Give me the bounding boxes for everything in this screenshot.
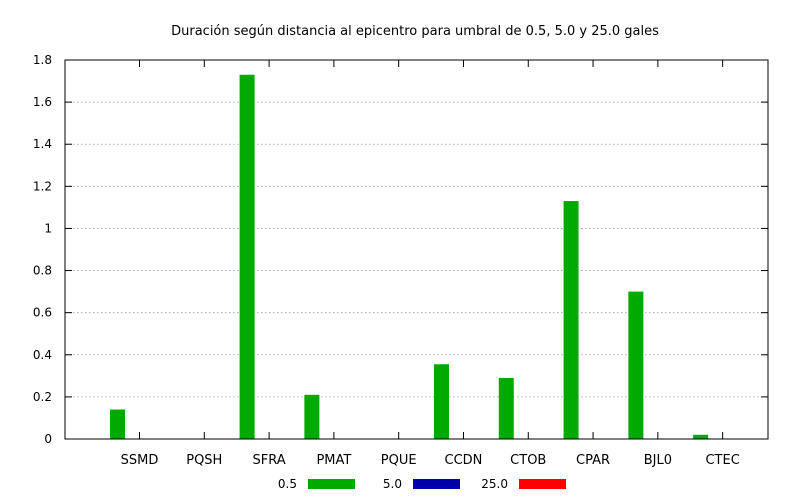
chart-title: Duración según distancia al epicentro pa…	[171, 24, 659, 39]
grid-lines	[65, 101, 768, 398]
y-tick-label: 1.8	[33, 53, 52, 67]
legend-swatch	[413, 479, 460, 489]
y-tick-label: 0.2	[33, 390, 52, 404]
y-tick-label: 0.6	[33, 306, 52, 320]
bars	[110, 74, 709, 439]
x-tick-label: CPAR	[576, 453, 610, 468]
bar-0.5-CTEC	[693, 434, 709, 439]
bar-0.5-CPAR	[563, 201, 579, 439]
legend-label: 5.0	[383, 477, 402, 491]
x-tick-label: BJL0	[644, 453, 672, 468]
y-axis: 0 0.2 0.4 0.6 0.8 1 1.2 1.4 1.6 1.8	[33, 53, 768, 446]
y-tick-label: 1	[44, 221, 52, 235]
x-tick-label: PQUE	[381, 453, 417, 468]
x-tick-label: CCDN	[445, 453, 483, 468]
bar-0.5-SFRA	[239, 74, 255, 439]
x-tick-label: SSMD	[121, 453, 159, 468]
x-tick-label: CTEC	[705, 453, 739, 468]
bar-0.5-SSMD	[110, 409, 126, 439]
bar-0.5-BJL0	[628, 291, 644, 439]
y-tick-label: 0	[44, 432, 52, 446]
y-tick-label: 1.4	[33, 137, 52, 151]
bar-0.5-CCDN	[433, 364, 449, 439]
y-tick-label: 0.4	[33, 348, 52, 362]
legend-label: 25.0	[481, 477, 508, 491]
x-tick-label: PQSH	[186, 453, 222, 468]
y-tick-label: 1.6	[33, 95, 52, 109]
y-tick-label: 1.2	[33, 179, 52, 193]
bar-0.5-CTOB	[498, 377, 514, 439]
y-tick-label: 0.8	[33, 264, 52, 278]
legend: 0.5 5.0 25.0	[278, 477, 566, 491]
legend-swatch	[308, 479, 355, 489]
x-tick-label: CTOB	[510, 453, 546, 468]
legend-label: 0.5	[278, 477, 297, 491]
bar-0.5-PMAT	[304, 394, 320, 439]
x-tick-label: SFRA	[253, 453, 286, 468]
x-axis: SSMD PQSH SFRA PMAT PQUE CCDN CTOB CPAR BJL0 CTEC	[121, 60, 740, 468]
legend-swatch	[519, 479, 566, 489]
plot-frame	[64, 59, 769, 440]
x-tick-label: PMAT	[316, 453, 351, 468]
